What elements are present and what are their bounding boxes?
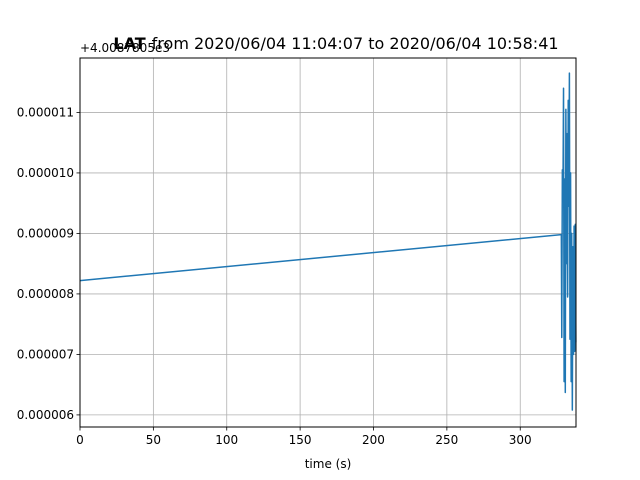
y-tick-label: 0.000011	[17, 105, 74, 119]
x-tick-label: 0	[76, 433, 84, 447]
y-tick-label: 0.000010	[17, 166, 74, 180]
y-offset-label: +4.0087805e3	[80, 41, 170, 55]
x-tick-label: 300	[509, 433, 532, 447]
chart-title-text: from 2020/06/04 11:04:07 to 2020/06/04 1…	[152, 34, 559, 53]
plot-frame	[79, 57, 577, 428]
y-tick-label: 0.000007	[17, 347, 74, 361]
x-axis-label: time (s)	[305, 457, 352, 471]
x-tick-label: 50	[146, 433, 161, 447]
x-tick-label: 100	[215, 433, 238, 447]
chart-title-prefix: LAT	[113, 34, 145, 53]
grid	[79, 58, 576, 427]
x-tick-label: 150	[289, 433, 312, 447]
ticks: 0 50 100 150 200 250 300 0.000006 0.000007 0.0000…	[17, 105, 532, 447]
series-line	[79, 72, 577, 411]
chart-title: LAT from 2020/06/04 11:04:07 to 2020/06/0…	[113, 34, 558, 53]
x-tick-label: 200	[362, 433, 385, 447]
y-tick-label: 0.000006	[17, 408, 74, 422]
series-layer	[79, 72, 577, 411]
x-tick-label: 250	[435, 433, 458, 447]
y-tick-label: 0.000009	[17, 226, 74, 240]
y-tick-label: 0.000008	[17, 287, 74, 301]
